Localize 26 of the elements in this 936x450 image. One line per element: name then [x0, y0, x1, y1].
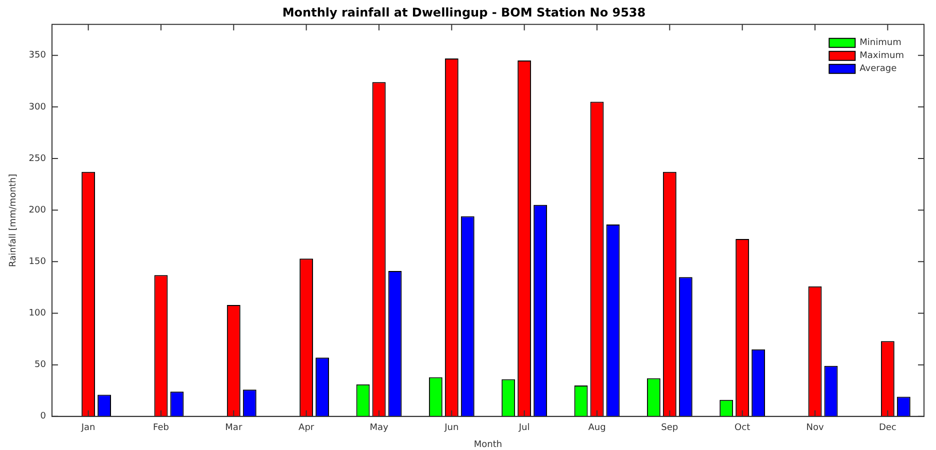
legend-label: Average: [860, 64, 898, 74]
x-tick-label: Dec: [878, 423, 896, 434]
x-tick-label: Jul: [518, 423, 530, 434]
y-tick-label: 200: [28, 205, 46, 216]
x-tick-label: Jun: [444, 423, 459, 434]
y-tick-label: 350: [28, 50, 46, 61]
y-tick-label: 100: [28, 308, 46, 319]
x-tick-label: Oct: [734, 423, 751, 434]
y-tick-label: 250: [28, 154, 46, 164]
x-tick-label: Apr: [298, 423, 314, 434]
x-tick-label: Sep: [661, 423, 678, 434]
y-tick-label: 300: [28, 102, 46, 112]
x-tick-label: Feb: [153, 423, 170, 434]
x-tick-label: Aug: [588, 423, 606, 434]
x-tick-label: May: [370, 423, 389, 434]
legend-label: Maximum: [860, 51, 904, 62]
x-tick-label: Mar: [225, 423, 242, 434]
y-tick-label: 0: [40, 412, 46, 422]
y-tick-label: 150: [28, 257, 46, 268]
legend-label: Minimum: [860, 38, 902, 48]
y-tick-label: 50: [34, 360, 46, 370]
chart-title: Monthly rainfall at Dwellingup - BOM Station No 9538: [282, 5, 646, 20]
y-axis-title: Rainfall [mm/month]: [8, 174, 19, 267]
x-tick-label: Jan: [80, 423, 96, 434]
x-axis-title: Month: [474, 440, 502, 450]
x-tick-label: Nov: [806, 423, 824, 434]
